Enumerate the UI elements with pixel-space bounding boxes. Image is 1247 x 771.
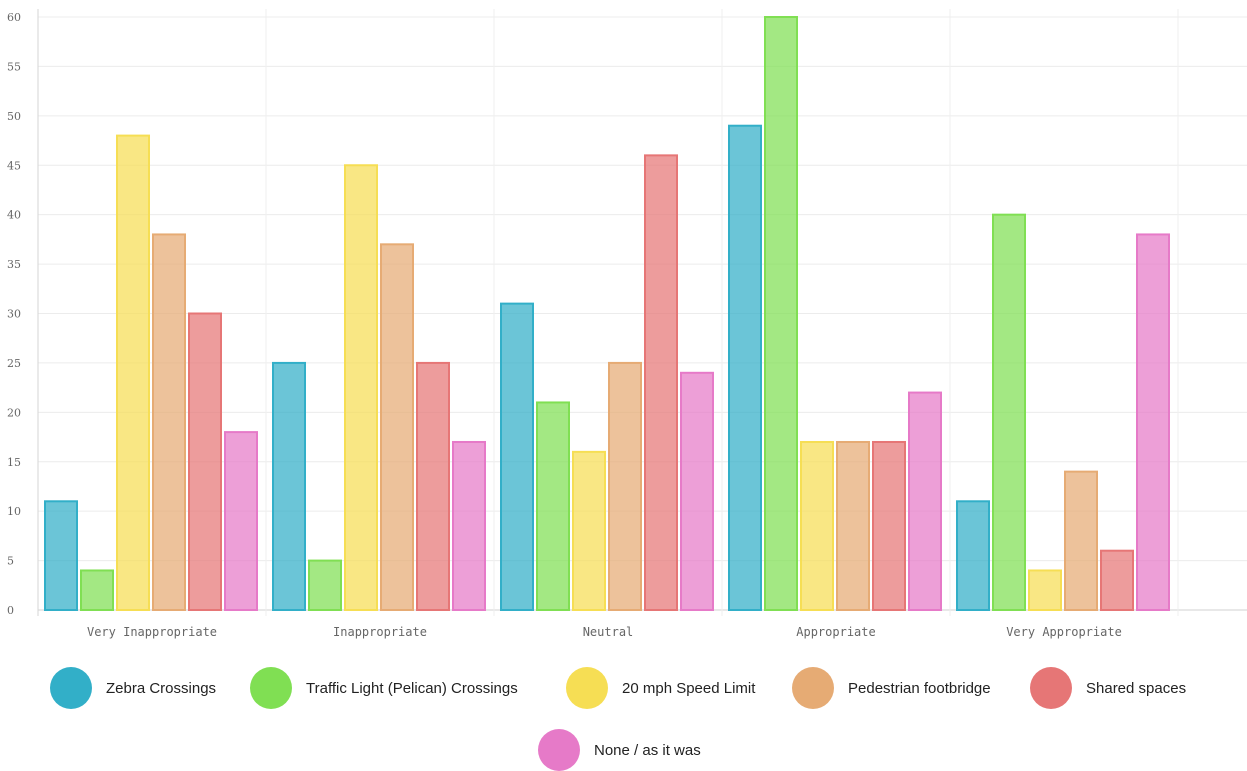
legend-item[interactable]: Traffic Light (Pelican) Crossings <box>250 667 518 709</box>
y-tick-label: 55 <box>7 60 21 73</box>
legend-swatch <box>250 667 292 709</box>
bar <box>536 401 570 612</box>
bar <box>380 243 414 611</box>
bar <box>728 124 762 611</box>
bar <box>272 361 306 611</box>
legend-label: Traffic Light (Pelican) Crossings <box>306 679 518 697</box>
bar <box>908 391 942 612</box>
bar <box>872 440 906 611</box>
y-tick-label: 20 <box>7 406 21 419</box>
bar <box>152 233 186 612</box>
y-tick-label: 40 <box>7 209 21 222</box>
legend-item[interactable]: Pedestrian footbridge <box>792 667 991 709</box>
bar <box>1064 470 1098 611</box>
bar <box>44 500 78 611</box>
legend-label: 20 mph Speed Limit <box>622 679 756 697</box>
bar <box>1028 569 1062 612</box>
y-tick-label: 25 <box>7 357 21 370</box>
bar <box>80 569 114 612</box>
y-tick-label: 15 <box>7 456 21 469</box>
bar-chart: 0 5 10 15 20 25 30 35 40 45 50 55 60 Very Inappropri… <box>7 9 1247 639</box>
grid-lines <box>37 9 1247 616</box>
y-tick-label: 60 <box>7 11 21 24</box>
bar <box>224 431 258 611</box>
legend-swatch <box>1030 667 1072 709</box>
y-tick-label: 0 <box>7 604 14 617</box>
x-category-label: Appropriate <box>796 625 875 639</box>
legend-swatch <box>566 667 608 709</box>
y-tick-label: 50 <box>7 110 21 123</box>
bar <box>308 559 342 611</box>
legend-swatch <box>538 729 580 771</box>
x-category-label: Neutral <box>583 625 634 639</box>
bar <box>836 440 870 611</box>
bar <box>608 361 642 611</box>
bar <box>800 440 834 611</box>
bar <box>764 16 798 611</box>
legend-item[interactable]: None / as it was <box>538 729 701 771</box>
legend-swatch <box>50 667 92 709</box>
bar <box>680 371 714 611</box>
bars <box>44 16 1170 612</box>
legend-item[interactable]: 20 mph Speed Limit <box>566 667 755 709</box>
bar <box>644 154 678 611</box>
y-axis-ticks: 0 5 10 15 20 25 30 35 40 45 50 55 60 <box>7 11 21 617</box>
bar <box>500 302 534 611</box>
bar <box>992 213 1026 612</box>
legend-swatch <box>792 667 834 709</box>
legend-label: None / as it was <box>594 741 701 759</box>
y-tick-label: 35 <box>7 258 21 271</box>
x-category-label: Very Inappropriate <box>87 625 217 639</box>
y-tick-label: 5 <box>7 555 14 568</box>
bar <box>116 134 150 611</box>
y-tick-label: 30 <box>7 308 21 321</box>
x-category-label: Inappropriate <box>333 625 427 639</box>
x-axis-labels: Very Inappropriate Inappropriate Neutral Ap… <box>87 625 1122 639</box>
bar <box>416 361 450 611</box>
bar <box>452 440 486 611</box>
bar <box>1100 549 1134 612</box>
bar <box>188 312 222 611</box>
legend-label: Pedestrian footbridge <box>848 679 991 697</box>
bar <box>572 450 606 611</box>
y-tick-label: 10 <box>7 505 21 518</box>
legend-item[interactable]: Zebra Crossings <box>50 667 216 709</box>
bar <box>956 500 990 611</box>
legend-item[interactable]: Shared spaces <box>1030 667 1186 709</box>
bar <box>344 164 378 611</box>
x-category-label: Very Appropriate <box>1006 625 1122 639</box>
y-tick-label: 45 <box>7 159 21 172</box>
legend-label: Zebra Crossings <box>106 679 217 697</box>
bar <box>1136 233 1170 612</box>
legend-label: Shared spaces <box>1086 679 1187 697</box>
